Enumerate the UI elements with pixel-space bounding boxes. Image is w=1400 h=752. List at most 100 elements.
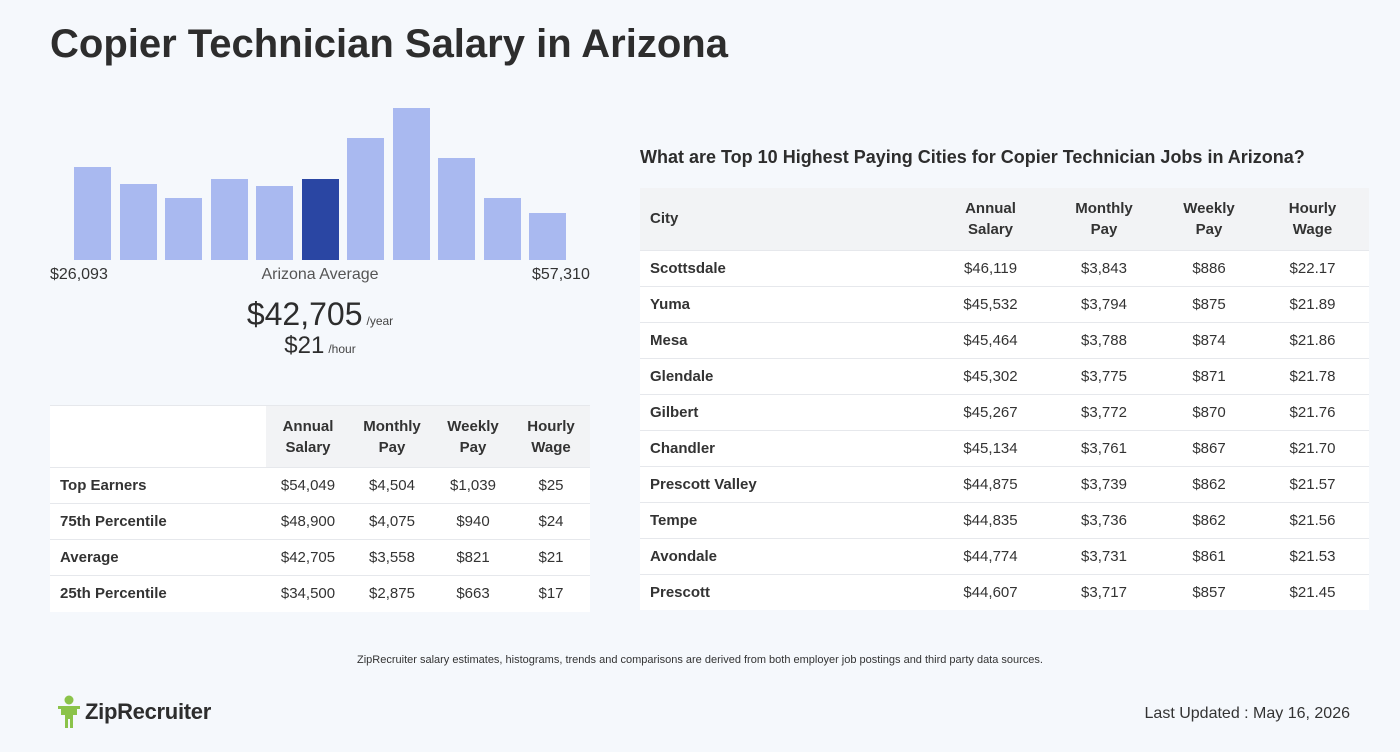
table-cell: $46,119 [935,249,1046,286]
table-cell: $44,835 [935,501,1046,538]
histogram-average-label: Arizona Average [261,266,379,283]
hourly-unit: /hour [328,342,356,356]
top-cities-table: City Annual Salary Monthly Pay Weekly Pay H… [640,188,1369,610]
histogram-bar [74,167,111,260]
header-hourly-wage: Hourly Wage [512,405,590,468]
table-row: Average $42,705 $3,558 $821 $21 [50,539,590,576]
table-cell: $821 [434,539,512,576]
header-blank [50,405,266,468]
histogram-bar [529,213,566,260]
page-title: Copier Technician Salary in Arizona [50,22,728,66]
table-cell: $862 [1162,501,1256,538]
percentile-header-row: Annual Salary Monthly Pay Weekly Pay Hourly… [50,405,590,468]
table-cell: $21.76 [1256,393,1369,430]
table-cell: $21.89 [1256,285,1369,322]
header-annual-salary: Annual Salary [935,188,1046,250]
table-cell: $42,705 [266,539,350,576]
header-hourly-wage: Hourly Wage [1256,188,1369,250]
average-hourly-wage: $21/hour [50,332,590,360]
table-cell: $54,049 [266,467,350,504]
table-cell: $21.57 [1256,465,1369,502]
table-row: Top Earners $54,049 $4,504 $1,039 $25 [50,467,590,504]
table-cell: $45,464 [935,321,1046,358]
table-cell: $4,504 [350,467,434,504]
table-cell: $45,302 [935,357,1046,394]
table-cell: $874 [1162,321,1256,358]
table-cell: $44,607 [935,573,1046,610]
table-cell: $875 [1162,285,1256,322]
header-city: City [640,188,935,250]
last-updated: Last Updated : May 16, 2026 [1144,705,1350,722]
table-cell: $2,875 [350,575,434,612]
table-cell: $663 [434,575,512,612]
table-cell: $3,775 [1046,357,1162,394]
city-name: Scottsdale [640,249,935,286]
table-cell: $17 [512,575,590,612]
header-monthly-pay: Monthly Pay [350,405,434,468]
table-cell: $3,736 [1046,501,1162,538]
table-cell: $3,731 [1046,537,1162,574]
table-cell: $21.53 [1256,537,1369,574]
table-cell: $44,875 [935,465,1046,502]
header-annual-salary: Annual Salary [266,405,350,468]
table-row: Mesa $45,464 $3,788 $874 $21.86 [640,321,1369,358]
cities-heading: What are Top 10 Highest Paying Cities fo… [640,147,1305,167]
data-source-disclaimer: ZipRecruiter salary estimates, histogram… [357,654,1043,666]
table-cell: $3,788 [1046,321,1162,358]
row-label: Average [50,539,266,576]
hourly-amount: $21 [284,332,325,359]
table-row: Yuma $45,532 $3,794 $875 $21.89 [640,285,1369,322]
city-name: Chandler [640,429,935,466]
city-name: Gilbert [640,393,935,430]
histogram-bar [347,138,384,260]
table-cell: $862 [1162,465,1256,502]
table-row: Prescott Valley $44,875 $3,739 $862 $21.57 [640,465,1369,502]
average-annual-salary: $42,705/year [50,296,590,333]
table-cell: $21.45 [1256,573,1369,610]
table-cell: $3,843 [1046,249,1162,286]
annual-unit: /year [366,314,394,328]
row-label: 25th Percentile [50,575,266,612]
table-cell: $45,532 [935,285,1046,322]
table-cell: $21.78 [1256,357,1369,394]
table-cell: $871 [1162,357,1256,394]
table-row: Tempe $44,835 $3,736 $862 $21.56 [640,501,1369,538]
table-cell: $3,794 [1046,285,1162,322]
histogram-min-label: $26,093 [50,266,108,283]
table-cell: $870 [1162,393,1256,430]
histogram-bar [256,186,293,260]
table-cell: $861 [1162,537,1256,574]
table-row: Glendale $45,302 $3,775 $871 $21.78 [640,357,1369,394]
ziprecruiter-logo[interactable]: ZipRecruiter [58,695,211,729]
histogram-bar [438,158,475,260]
table-cell: $886 [1162,249,1256,286]
histogram-bar [120,184,157,260]
header-monthly-pay: Monthly Pay [1046,188,1162,250]
table-cell: $24 [512,503,590,540]
table-cell: $21.86 [1256,321,1369,358]
header-weekly-pay: Weekly Pay [1162,188,1256,250]
table-row: Chandler $45,134 $3,761 $867 $21.70 [640,429,1369,466]
table-cell: $21 [512,539,590,576]
city-name: Avondale [640,537,935,574]
table-cell: $45,267 [935,393,1046,430]
table-cell: $34,500 [266,575,350,612]
table-row: Scottsdale $46,119 $3,843 $886 $22.17 [640,249,1369,286]
table-cell: $44,774 [935,537,1046,574]
table-cell: $1,039 [434,467,512,504]
table-cell: $867 [1162,429,1256,466]
city-name: Prescott Valley [640,465,935,502]
table-row: 75th Percentile $48,900 $4,075 $940 $24 [50,503,590,540]
table-row: Gilbert $45,267 $3,772 $870 $21.76 [640,393,1369,430]
table-cell: $3,739 [1046,465,1162,502]
city-name: Yuma [640,285,935,322]
cities-header-row: City Annual Salary Monthly Pay Weekly Pay H… [640,188,1369,250]
table-cell: $4,075 [350,503,434,540]
table-cell: $3,717 [1046,573,1162,610]
histogram-bar [211,179,248,260]
city-name: Tempe [640,501,935,538]
table-cell: $21.56 [1256,501,1369,538]
city-name: Glendale [640,357,935,394]
histogram-bar [165,198,202,260]
table-cell: $940 [434,503,512,540]
